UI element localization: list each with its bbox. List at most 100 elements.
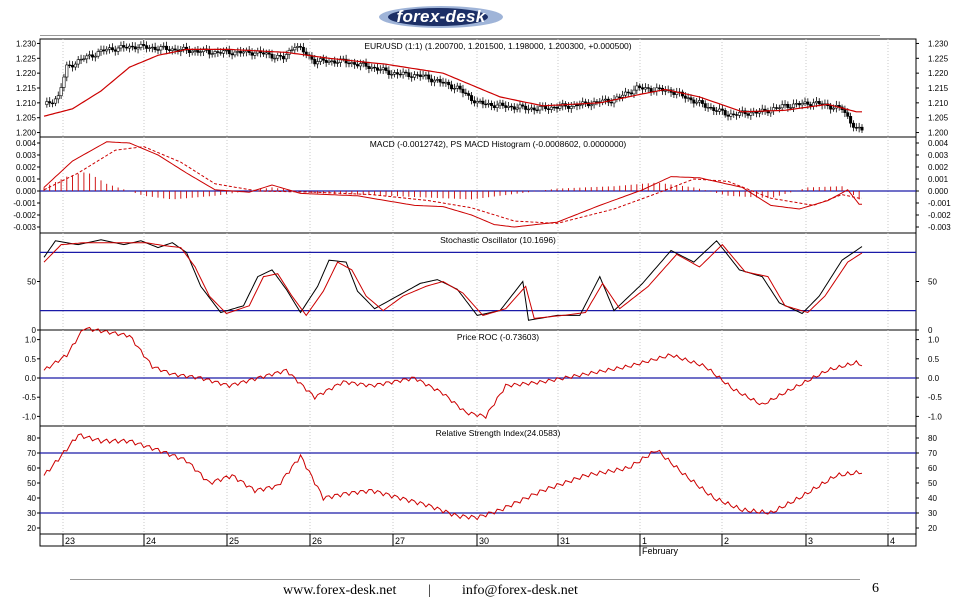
y-tick-left: -1.0: [22, 412, 36, 421]
candle-body: [515, 107, 519, 110]
candle-body: [709, 107, 713, 109]
candle-body: [723, 110, 727, 116]
candle-body: [165, 45, 169, 50]
panel-frame: [39, 136, 917, 234]
candle-body: [757, 111, 761, 114]
candle-body: [273, 57, 277, 60]
candle-body: [643, 87, 647, 90]
candle-body: [512, 106, 516, 110]
time-tick-label: 27: [395, 536, 405, 546]
candle-body: [572, 104, 576, 107]
candle-body: [851, 122, 855, 128]
candle-body: [695, 101, 699, 104]
y-tick-right: 1.215: [928, 84, 949, 93]
candle-body: [364, 62, 368, 67]
candle-body: [130, 45, 134, 48]
candle-body: [683, 95, 687, 99]
candle-body: [524, 105, 528, 110]
candle-body: [404, 71, 408, 74]
candle-body: [746, 113, 750, 116]
candle-body: [227, 49, 231, 55]
y-tick-right: 1.230: [928, 39, 949, 48]
candle-body: [609, 101, 613, 104]
candle-body: [532, 107, 536, 111]
candle-body: [301, 46, 305, 53]
candle-body: [726, 114, 730, 117]
y-tick-right: 0.004: [928, 139, 949, 148]
panel-title: MACD (-0.0012742), PS MACD Histogram (-0…: [370, 139, 627, 149]
y-tick-right: 50: [928, 479, 937, 488]
candle-body: [375, 67, 379, 71]
candle-body: [276, 55, 280, 59]
candle-body: [438, 79, 442, 83]
y-tick-right: -1.0: [928, 412, 942, 421]
logo-swoosh: [379, 6, 503, 28]
candle-body: [216, 51, 220, 53]
candle-body: [327, 60, 331, 63]
candle-body: [159, 46, 163, 51]
candle-body: [492, 105, 496, 108]
candle-body: [481, 100, 485, 105]
candle-body: [90, 54, 94, 58]
footer-website-link[interactable]: www.forex-desk.net: [283, 583, 397, 598]
candle-body: [407, 72, 411, 77]
candle-body: [641, 87, 645, 90]
candle-body: [242, 51, 246, 54]
candle-body: [190, 50, 194, 53]
candle-body: [546, 108, 550, 110]
candle-body: [48, 101, 52, 104]
candle-body: [860, 126, 864, 131]
candle-body: [156, 49, 160, 51]
candle-body: [487, 102, 491, 105]
candle-body: [321, 58, 325, 61]
candle-body: [527, 108, 531, 111]
candle-body: [150, 46, 154, 49]
candle-body: [108, 47, 112, 50]
candle-body: [586, 102, 590, 107]
panel-title: Price ROC (-0.73603): [457, 332, 539, 342]
y-tick-left: 50: [27, 278, 36, 287]
candle-body: [455, 85, 459, 89]
candle-body: [353, 62, 357, 65]
candle-body: [618, 96, 622, 98]
time-tick-label: 2: [724, 536, 729, 546]
footer-email-link[interactable]: info@forex-desk.net: [462, 583, 578, 598]
candle-body: [122, 45, 126, 48]
candle-body: [119, 45, 123, 49]
y-tick-right: 1.225: [928, 54, 949, 63]
y-tick-right: 0: [928, 326, 933, 335]
candle-body: [789, 107, 793, 109]
candle-body: [470, 95, 474, 101]
candle-body: [51, 102, 55, 105]
candle-body: [336, 62, 340, 64]
y-tick-left: 1.225: [16, 54, 37, 63]
candle-body: [62, 76, 66, 88]
candle-body: [715, 110, 719, 112]
y-tick-left: 1.205: [16, 114, 37, 123]
candle-body: [700, 100, 704, 104]
time-tick-label: 3: [808, 536, 813, 546]
y-tick-right: 60: [928, 464, 937, 473]
candle-body: [299, 46, 303, 48]
candle-body: [170, 48, 174, 51]
macd-line: [43, 141, 862, 228]
candle-body: [584, 101, 588, 103]
candle-body: [413, 74, 417, 78]
candle-body: [316, 61, 320, 65]
candle-body: [621, 94, 625, 98]
y-tick-right: 20: [928, 524, 937, 533]
candle-body: [535, 109, 539, 112]
candle-body: [720, 108, 724, 111]
y-tick-right: -0.001: [928, 199, 951, 208]
stochastic-d-line: [43, 242, 863, 319]
candle-body: [105, 48, 109, 52]
candle-body: [489, 102, 493, 106]
candle-body: [692, 99, 696, 104]
candle-body: [703, 103, 707, 108]
candle-body: [199, 51, 203, 53]
y-tick-left: 60: [27, 464, 36, 473]
y-tick-right: 0.000: [928, 187, 949, 196]
candle-body: [444, 81, 448, 84]
candle-body: [783, 103, 787, 106]
